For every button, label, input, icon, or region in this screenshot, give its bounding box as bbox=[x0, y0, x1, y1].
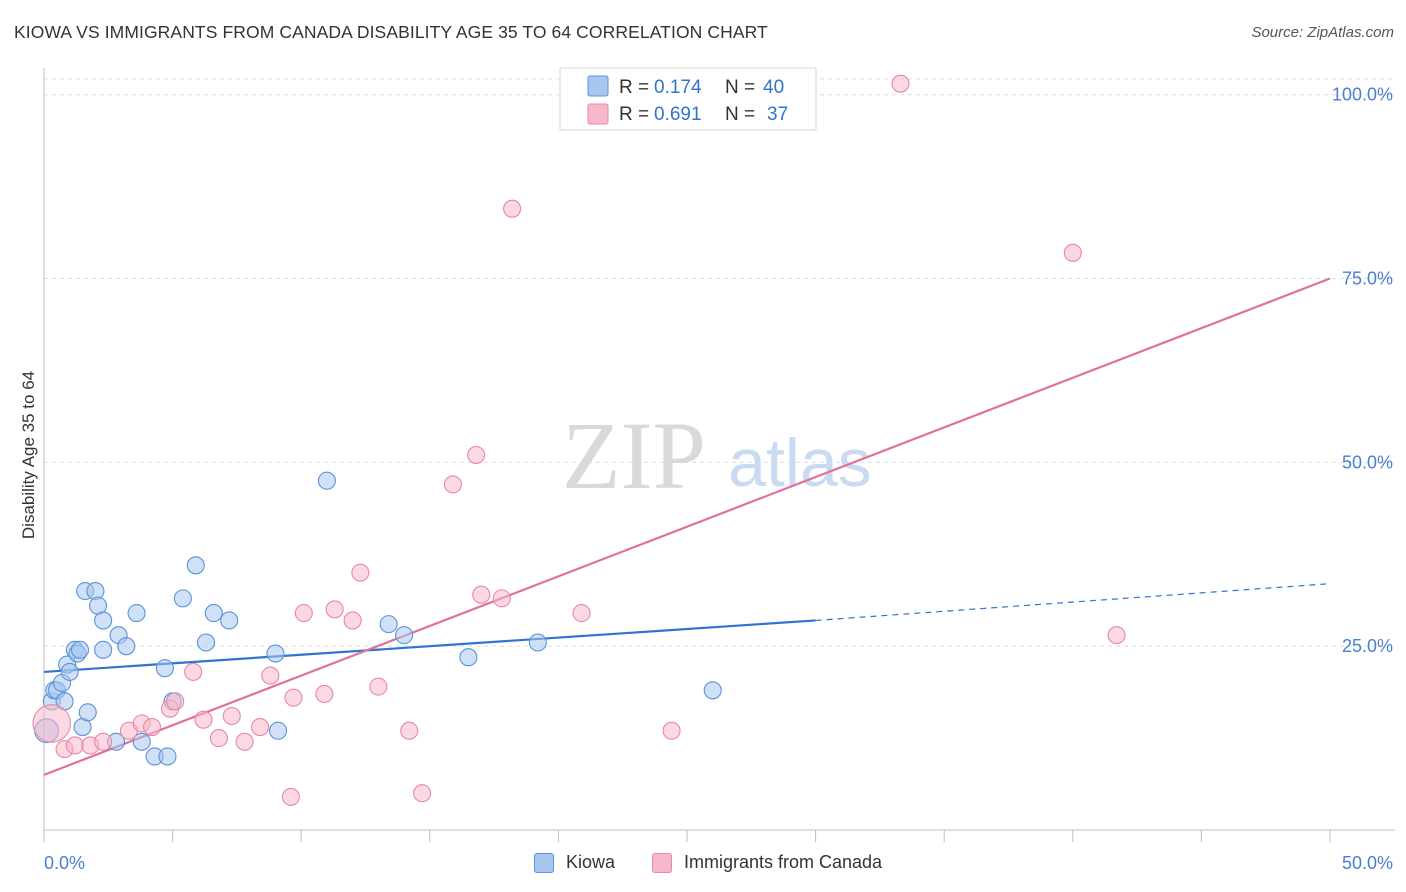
legend-label-canada: Immigrants from Canada bbox=[684, 852, 883, 872]
kiowa-point-7 bbox=[60, 662, 79, 681]
canada-point-14 bbox=[235, 732, 254, 751]
kiowa-point-30 bbox=[204, 604, 223, 623]
canada-point-12 bbox=[209, 729, 228, 748]
legend-bottom: Kiowa Immigrants from Canada bbox=[0, 852, 1406, 878]
legend-n-value-1: 40 bbox=[763, 77, 784, 98]
canada-point-23 bbox=[351, 563, 370, 582]
legend-item-canada[interactable]: Immigrants from Canada bbox=[652, 852, 882, 873]
kiowa-point-28 bbox=[186, 556, 205, 575]
kiowa-point-27 bbox=[173, 589, 192, 608]
watermark-zip: ZIP bbox=[562, 402, 706, 509]
axis-layer bbox=[43, 68, 1395, 842]
legend-r-value-1: 0.174 bbox=[654, 77, 702, 98]
legend-top: R = 0.174 N = 40 R = 0.691 N = 37 bbox=[559, 67, 817, 131]
canada-point-7 bbox=[142, 718, 162, 737]
canada-point-11 bbox=[194, 710, 213, 729]
legend-r-label-2: R = bbox=[619, 104, 649, 125]
kiowa-point-38 bbox=[528, 633, 547, 652]
trend-line-kiowa-extension bbox=[815, 583, 1331, 622]
kiowa-point-33 bbox=[269, 721, 288, 740]
canada-point-27 bbox=[443, 475, 462, 494]
canada-point-31 bbox=[503, 199, 522, 218]
canada-point-26 bbox=[413, 784, 432, 803]
legend-swatch-kiowa bbox=[534, 852, 554, 873]
kiowa-point-22 bbox=[132, 732, 151, 751]
canada-point-17 bbox=[281, 787, 300, 806]
kiowa-point-35 bbox=[379, 615, 398, 634]
canada-point-36 bbox=[1107, 626, 1126, 645]
canada-point-34 bbox=[891, 74, 910, 93]
kiowa-point-24 bbox=[155, 659, 174, 678]
kiowa-point-34 bbox=[317, 471, 336, 490]
kiowa-point-32 bbox=[266, 644, 285, 663]
x-tick-label-0: 0.0% bbox=[44, 853, 85, 873]
legend-swatch-kiowa bbox=[587, 75, 609, 97]
canada-point-18 bbox=[284, 688, 303, 707]
kiowa-point-36 bbox=[395, 626, 414, 645]
canada-point-16 bbox=[261, 666, 280, 685]
x-tick-label-1: 50.0% bbox=[1342, 853, 1393, 873]
legend-swatch-canada bbox=[652, 852, 672, 873]
kiowa-point-14 bbox=[86, 581, 105, 601]
grid-layer bbox=[44, 78, 1395, 647]
source-label: Source: ZipAtlas.com bbox=[1251, 24, 1394, 41]
canada-point-15 bbox=[250, 718, 270, 737]
canada-point-35 bbox=[1063, 243, 1082, 262]
y-tick-label-2: 75.0% bbox=[1342, 269, 1393, 289]
trend-line-canada bbox=[43, 277, 1331, 776]
y-tick-label-3: 100.0% bbox=[1332, 85, 1393, 105]
kiowa-point-37 bbox=[459, 648, 478, 667]
legend-label-kiowa: Kiowa bbox=[566, 852, 616, 872]
canada-point-10 bbox=[184, 662, 203, 681]
y-axis-label: Disability Age 35 to 64 bbox=[19, 371, 38, 539]
y-tick-label-1: 50.0% bbox=[1342, 452, 1393, 472]
canada-point-13 bbox=[222, 706, 241, 726]
kiowa-point-21 bbox=[127, 604, 146, 623]
tick-labels: 25.0% 50.0% 75.0% 100.0% 0.0% 50.0% bbox=[44, 85, 1393, 873]
canada-point-33 bbox=[662, 721, 681, 740]
canada-point-0 bbox=[32, 704, 71, 743]
canada-point-24 bbox=[369, 677, 388, 696]
legend-n-value-2: 37 bbox=[767, 104, 788, 125]
kiowa-point-29 bbox=[196, 633, 216, 652]
kiowa-point-10 bbox=[70, 640, 90, 659]
canada-point-32 bbox=[572, 604, 591, 623]
legend-item-kiowa[interactable]: Kiowa bbox=[534, 852, 615, 873]
canada-point-21 bbox=[325, 600, 344, 619]
canada-point-22 bbox=[343, 611, 362, 630]
canada-point-20 bbox=[315, 684, 334, 704]
canada-point-4 bbox=[94, 732, 113, 751]
canada-point-9 bbox=[166, 692, 185, 711]
kiowa-point-13 bbox=[78, 703, 97, 722]
legend-swatch-canada bbox=[587, 103, 609, 125]
legend-r-value-2: 0.691 bbox=[654, 104, 702, 125]
points-layer bbox=[32, 74, 1126, 806]
chart-title: KIOWA VS IMMIGRANTS FROM CANADA DISABILI… bbox=[14, 22, 768, 42]
canada-point-30 bbox=[492, 589, 511, 608]
canada-point-2 bbox=[65, 736, 84, 755]
trend-lines bbox=[43, 277, 1331, 776]
kiowa-point-31 bbox=[220, 611, 239, 630]
canada-point-28 bbox=[467, 445, 486, 465]
trend-line-kiowa bbox=[43, 619, 816, 674]
kiowa-point-16 bbox=[94, 611, 113, 630]
kiowa-point-17 bbox=[94, 640, 113, 659]
canada-point-19 bbox=[294, 604, 313, 623]
kiowa-point-25 bbox=[158, 747, 177, 766]
y-tick-label-0: 25.0% bbox=[1342, 636, 1393, 656]
legend-n-label-1: N = bbox=[725, 77, 755, 98]
legend-n-label-2: N = bbox=[725, 104, 755, 125]
canada-point-29 bbox=[472, 585, 491, 604]
canada-point-25 bbox=[400, 721, 419, 740]
legend-r-label-1: R = bbox=[619, 77, 649, 98]
watermark-atlas: atlas bbox=[728, 425, 872, 501]
kiowa-point-20 bbox=[117, 637, 136, 656]
kiowa-point-39 bbox=[703, 681, 722, 700]
